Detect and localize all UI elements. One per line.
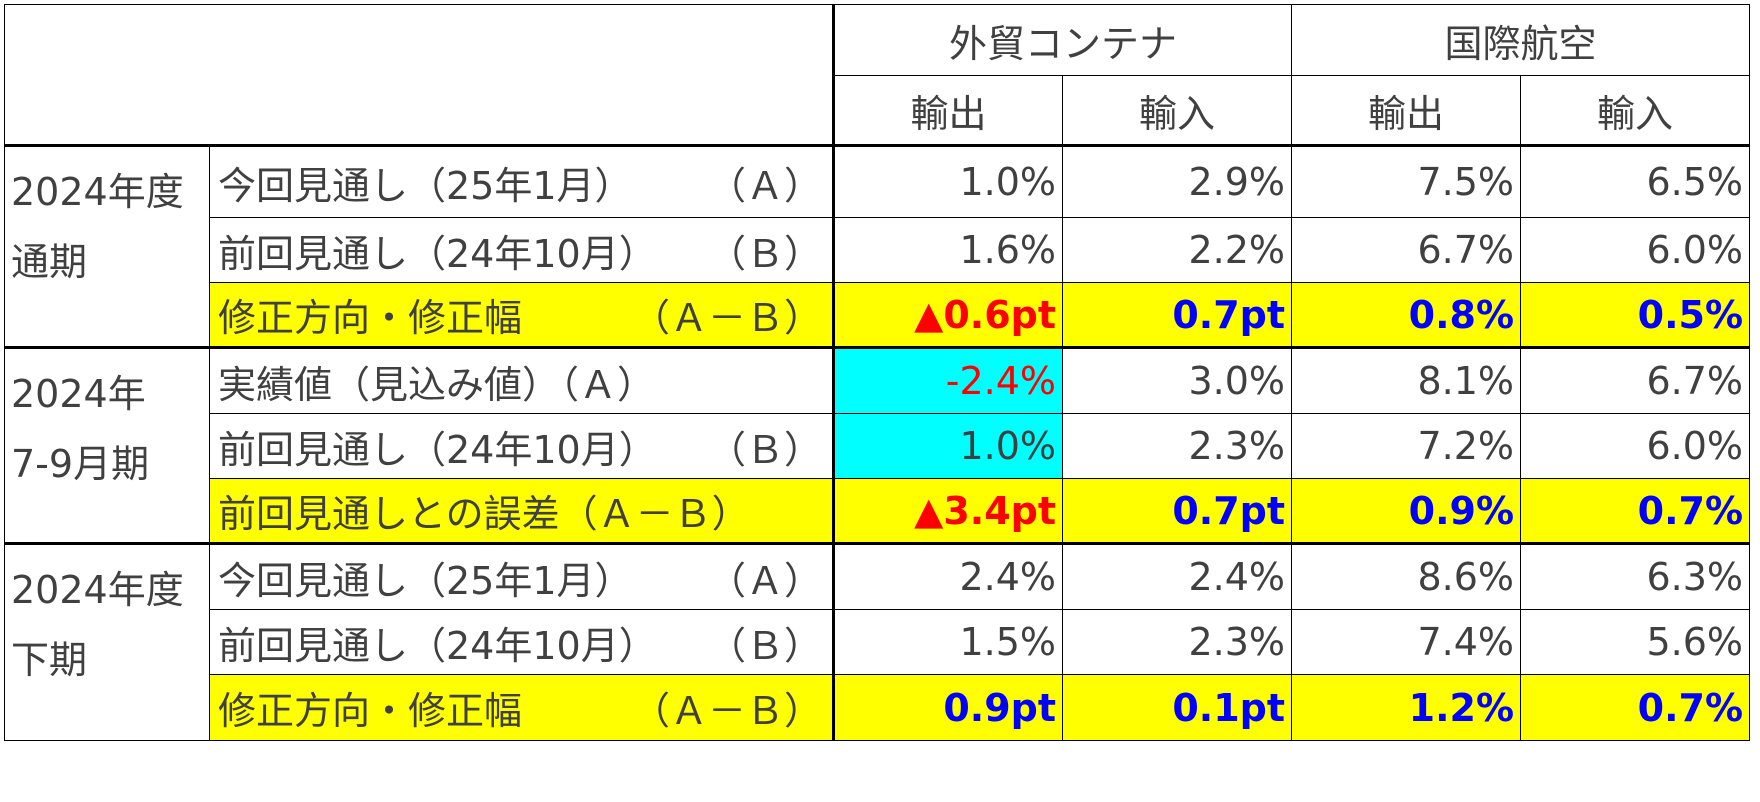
row-label: 今回見通し（25年1月） （Ａ） (209, 144, 834, 218)
value-cell: 2.2% (1061, 217, 1293, 283)
row-label-text: 修正方向・修正幅 (218, 296, 523, 340)
value-cell: 1.6% (832, 217, 1063, 283)
value-cell: 8.6% (1291, 542, 1522, 610)
header-air-cargo: 国際航空 (1291, 4, 1751, 76)
header-container-trade: 外貿コンテナ (831, 4, 1293, 76)
value-cell: -2.4% (832, 346, 1063, 414)
value-cell: 6.0% (1520, 413, 1751, 479)
value-cell: 1.5% (832, 609, 1063, 675)
value-cell: 1.0% (832, 144, 1063, 218)
value-cell: 7.5% (1291, 144, 1522, 218)
header-air-import: 輸入 (1520, 75, 1751, 146)
revision-value: 0.7pt (1061, 282, 1293, 348)
value-cell: 6.7% (1520, 346, 1751, 414)
revision-value: ▲0.6pt (832, 282, 1063, 348)
value-cell: 2.9% (1061, 144, 1293, 218)
revision-value: 0.5% (1520, 282, 1751, 348)
corner-cell (4, 4, 834, 146)
value-cell: 2.4% (832, 542, 1063, 610)
value-cell: 6.3% (1520, 542, 1751, 610)
revision-value: 0.9% (1291, 478, 1522, 544)
row-label: 前回見通しとの誤差（Ａ－Ｂ） (209, 478, 834, 544)
row-label: 前回見通し（24年10月） （Ｂ） (209, 413, 834, 479)
value-cell: 2.3% (1061, 413, 1293, 479)
row-label: 今回見通し（25年1月） （Ａ） (209, 542, 834, 610)
revision-value: 0.8% (1291, 282, 1522, 348)
revision-value: 0.7% (1520, 674, 1751, 741)
row-label: 修正方向・修正幅 （Ａ－Ｂ） (209, 674, 834, 741)
row-label-text: 前回見通し（24年10月） (218, 623, 657, 668)
row-label: 実績値（見込み値）（Ａ） (209, 346, 834, 414)
header-container-import: 輸入 (1061, 75, 1293, 146)
period-line2: 通期 (11, 240, 88, 284)
row-label-tag: （Ａ－Ｂ） (631, 296, 822, 340)
value-cell: 7.2% (1291, 413, 1522, 479)
revision-value: 0.7% (1520, 478, 1751, 544)
period-line1: 2024年度 (11, 170, 184, 214)
forecast-table: 外貿コンテナ 国際航空 輸出 輸入 輸出 輸入 2024年度 通期 今回見通し（… (4, 4, 1751, 741)
value-cell: 3.0% (1061, 346, 1293, 414)
period-line1: 2024年度 (11, 568, 184, 612)
period-line2: 7-9月期 (11, 442, 150, 486)
header-air-export: 輸出 (1291, 75, 1522, 146)
row-label-text: 今回見通し（25年1月） (218, 163, 633, 208)
period-cell: 2024年度 下期 (4, 542, 210, 741)
row-label-text: 前回見通しとの誤差（Ａ－Ｂ） (218, 492, 750, 536)
period-cell: 2024年度 通期 (4, 144, 210, 348)
value-cell: 2.4% (1061, 542, 1293, 610)
row-label-tag: （Ａ） (707, 558, 822, 603)
row-label-text: 今回見通し（25年1月） (218, 558, 633, 603)
period-cell: 2024年 7-9月期 (4, 346, 210, 544)
row-label-tag: （Ｂ） (707, 623, 822, 668)
row-label-tag: （Ａ－Ｂ） (631, 689, 822, 733)
row-label-text: 前回見通し（24年10月） (218, 231, 657, 276)
revision-value: 1.2% (1291, 674, 1522, 741)
row-label-text: 前回見通し（24年10月） (218, 427, 657, 472)
revision-value: 0.1pt (1061, 674, 1293, 741)
row-label-text: 修正方向・修正幅 (218, 689, 523, 733)
value-cell: 1.0% (832, 413, 1063, 479)
value-cell: 8.1% (1291, 346, 1522, 414)
value-cell: 5.6% (1520, 609, 1751, 675)
value-cell: 6.5% (1520, 144, 1751, 218)
row-label-tag: （Ｂ） (707, 231, 822, 276)
revision-value: 0.7pt (1061, 478, 1293, 544)
row-label-tag: （Ｂ） (707, 427, 822, 472)
period-line2: 下期 (11, 638, 88, 682)
row-label-tag: （Ａ） (707, 163, 822, 208)
value-cell: 6.0% (1520, 217, 1751, 283)
value-cell: 6.7% (1291, 217, 1522, 283)
row-label: 前回見通し（24年10月） （Ｂ） (209, 217, 834, 283)
revision-value: 0.9pt (832, 674, 1063, 741)
revision-value: ▲3.4pt (832, 478, 1063, 544)
row-label: 前回見通し（24年10月） （Ｂ） (209, 609, 834, 675)
row-label-text: 実績値（見込み値）（Ａ） (218, 362, 656, 407)
value-cell: 7.4% (1291, 609, 1522, 675)
header-container-export: 輸出 (832, 75, 1063, 146)
value-cell: 2.3% (1061, 609, 1293, 675)
period-line1: 2024年 (11, 372, 146, 416)
row-label: 修正方向・修正幅 （Ａ－Ｂ） (209, 282, 834, 348)
